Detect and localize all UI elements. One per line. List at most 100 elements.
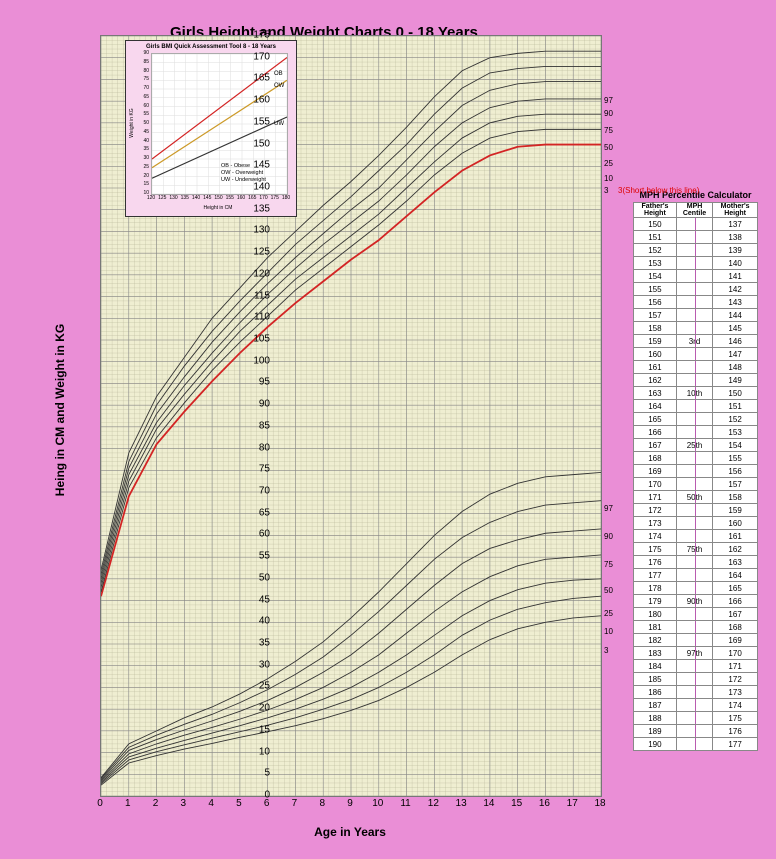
mother-height: 149 [713, 374, 758, 387]
table-row: 180167 [634, 608, 758, 621]
mother-height: 141 [713, 270, 758, 283]
inset-xtick: 165 [248, 195, 256, 201]
inset-ytick: 35 [143, 146, 149, 152]
inset-title: Girls BMI Quick Assessment Tool 8 - 18 Y… [126, 44, 296, 50]
inset-ytick: 85 [143, 59, 149, 65]
table-row: 1593rd146 [634, 335, 758, 348]
table-row: 158145 [634, 322, 758, 335]
inset-xtick: 120 [147, 195, 155, 201]
table-row: 178165 [634, 582, 758, 595]
mph-centile: 75th [676, 543, 712, 556]
father-height: 177 [634, 569, 677, 582]
mph-centile [676, 686, 712, 699]
ytick: 155 [240, 116, 270, 127]
xtick: 17 [567, 798, 578, 809]
percentile-label: 10 [604, 627, 613, 636]
mph-centile [676, 530, 712, 543]
mother-height: 173 [713, 686, 758, 699]
mother-height: 152 [713, 413, 758, 426]
mother-height: 158 [713, 491, 758, 504]
bmi-inset-panel: Girls BMI Quick Assessment Tool 8 - 18 Y… [125, 40, 297, 217]
mph-centile [676, 725, 712, 738]
ytick: 160 [240, 95, 270, 106]
ytick: 15 [240, 724, 270, 735]
father-height: 188 [634, 712, 677, 725]
table-row: 17575th162 [634, 543, 758, 556]
table-row: 165152 [634, 413, 758, 426]
mother-height: 166 [713, 595, 758, 608]
father-height: 160 [634, 348, 677, 361]
father-height: 155 [634, 283, 677, 296]
inset-xtick: 135 [181, 195, 189, 201]
father-height: 166 [634, 426, 677, 439]
inset-xtick: 160 [237, 195, 245, 201]
father-height: 157 [634, 309, 677, 322]
mother-height: 162 [713, 543, 758, 556]
inset-line-label: UW [274, 121, 284, 127]
inset-ytick: 25 [143, 164, 149, 170]
mph-centile: 25th [676, 439, 712, 452]
father-height: 190 [634, 738, 677, 751]
mother-height: 144 [713, 309, 758, 322]
mother-height: 150 [713, 387, 758, 400]
table-row: 18397th170 [634, 647, 758, 660]
xtick: 4 [208, 798, 214, 809]
ytick: 145 [240, 160, 270, 171]
father-height: 152 [634, 244, 677, 257]
xtick: 11 [400, 798, 410, 809]
mother-height: 167 [713, 608, 758, 621]
xtick: 5 [236, 798, 242, 809]
percentile-label: 25 [604, 159, 613, 168]
mother-height: 140 [713, 257, 758, 270]
mother-height: 146 [713, 335, 758, 348]
father-height: 170 [634, 478, 677, 491]
inset-xtick: 155 [226, 195, 234, 201]
ytick: 40 [240, 616, 270, 627]
mph-centile [676, 712, 712, 725]
mph-centile [676, 348, 712, 361]
xtick: 15 [511, 798, 522, 809]
inset-ytick: 75 [143, 76, 149, 82]
mother-height: 176 [713, 725, 758, 738]
percentile-label: 3 [604, 646, 608, 655]
inset-xtick: 180 [282, 195, 290, 201]
x-axis-label: Age in Years [314, 825, 386, 839]
mph-centile [676, 517, 712, 530]
mother-height: 171 [713, 660, 758, 673]
inset-xtick: 150 [214, 195, 222, 201]
xtick: 7 [292, 798, 298, 809]
ytick: 165 [240, 73, 270, 84]
father-height: 154 [634, 270, 677, 283]
father-height: 173 [634, 517, 677, 530]
father-height: 172 [634, 504, 677, 517]
father-height: 161 [634, 361, 677, 374]
short-note: 3(Short below this line) [618, 186, 699, 195]
percentile-label: 97 [604, 96, 613, 105]
inset-ytick: 30 [143, 155, 149, 161]
ytick: 90 [240, 399, 270, 410]
mother-height: 160 [713, 517, 758, 530]
ytick: 20 [240, 703, 270, 714]
percentile-label: 75 [604, 126, 613, 135]
father-height: 156 [634, 296, 677, 309]
inset-ytick: 70 [143, 85, 149, 91]
percentile-label: 10 [604, 174, 613, 183]
xtick: 18 [594, 798, 605, 809]
table-row: 150137 [634, 218, 758, 231]
father-height: 182 [634, 634, 677, 647]
father-height: 151 [634, 231, 677, 244]
table-row: 17150th158 [634, 491, 758, 504]
inset-ytick: 20 [143, 173, 149, 179]
mph-centile [676, 699, 712, 712]
mph-centile [676, 582, 712, 595]
y-axis-label: Heing in CM and Weight in KG [53, 324, 67, 496]
father-height: 174 [634, 530, 677, 543]
table-row: 172159 [634, 504, 758, 517]
inset-xlabel: Height in CM [204, 205, 233, 211]
mph-table: Father's HeightMPH CentileMother's Heigh… [633, 202, 758, 751]
father-height: 176 [634, 556, 677, 569]
inset-ytick: 50 [143, 120, 149, 126]
inset-ytick: 45 [143, 129, 149, 135]
mph-centile [676, 374, 712, 387]
xtick: 2 [153, 798, 159, 809]
